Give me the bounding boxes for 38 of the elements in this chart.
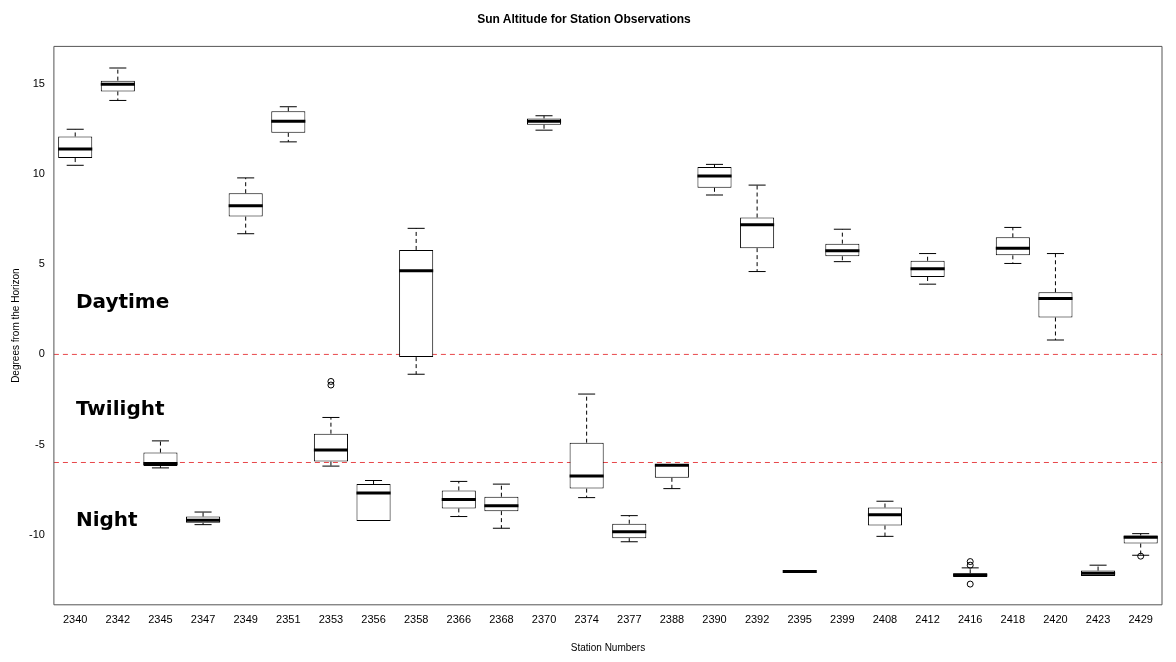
y-tick-label: 15 — [32, 77, 45, 90]
y-tick-label: 5 — [38, 257, 45, 270]
annotation: Twilight — [75, 395, 165, 420]
x-tick-label: 2392 — [744, 613, 770, 626]
x-tick-label: 2351 — [276, 613, 301, 626]
x-tick-label: 2416 — [957, 613, 983, 626]
x-tick-label: 2374 — [574, 613, 599, 626]
x-tick-label: 2429 — [1128, 613, 1153, 626]
x-tick-label: 2370 — [531, 613, 557, 626]
chart-title: Sun Altitude for Station Observations — [477, 11, 692, 26]
x-tick-label: 2353 — [318, 613, 344, 626]
x-tick-label: 2423 — [1085, 613, 1111, 626]
x-tick-label: 2347 — [190, 613, 216, 626]
x-tick-label: 2349 — [233, 613, 258, 626]
x-tick-label: 2356 — [361, 613, 386, 626]
x-tick-label: 2340 — [62, 613, 88, 626]
x-tick-label: 2390 — [702, 613, 727, 626]
x-axis-title: Station Numbers — [570, 641, 646, 653]
x-tick-label: 2358 — [403, 613, 429, 626]
y-tick-label: 0 — [38, 347, 45, 360]
annotation: Night — [75, 507, 139, 532]
x-tick-label: 2408 — [872, 613, 898, 626]
x-tick-label: 2395 — [787, 613, 812, 626]
x-tick-label: 2368 — [489, 613, 514, 626]
y-tick-label: -5 — [35, 437, 45, 450]
y-axis-title: Degrees from the Horizon — [9, 268, 21, 383]
x-tick-label: 2377 — [617, 613, 642, 626]
x-tick-label: 2342 — [105, 613, 131, 626]
annotation: Daytime — [75, 289, 170, 314]
x-tick-label: 2345 — [148, 613, 173, 626]
y-tick-label: 10 — [32, 167, 45, 180]
x-tick-label: 2412 — [915, 613, 940, 626]
x-tick-label: 2399 — [830, 613, 855, 626]
x-tick-label: 2388 — [659, 613, 685, 626]
x-tick-label: 2418 — [1000, 613, 1026, 626]
y-tick-label: -10 — [28, 527, 45, 540]
x-tick-label: 2366 — [446, 613, 472, 626]
x-tick-label: 2420 — [1043, 613, 1068, 626]
